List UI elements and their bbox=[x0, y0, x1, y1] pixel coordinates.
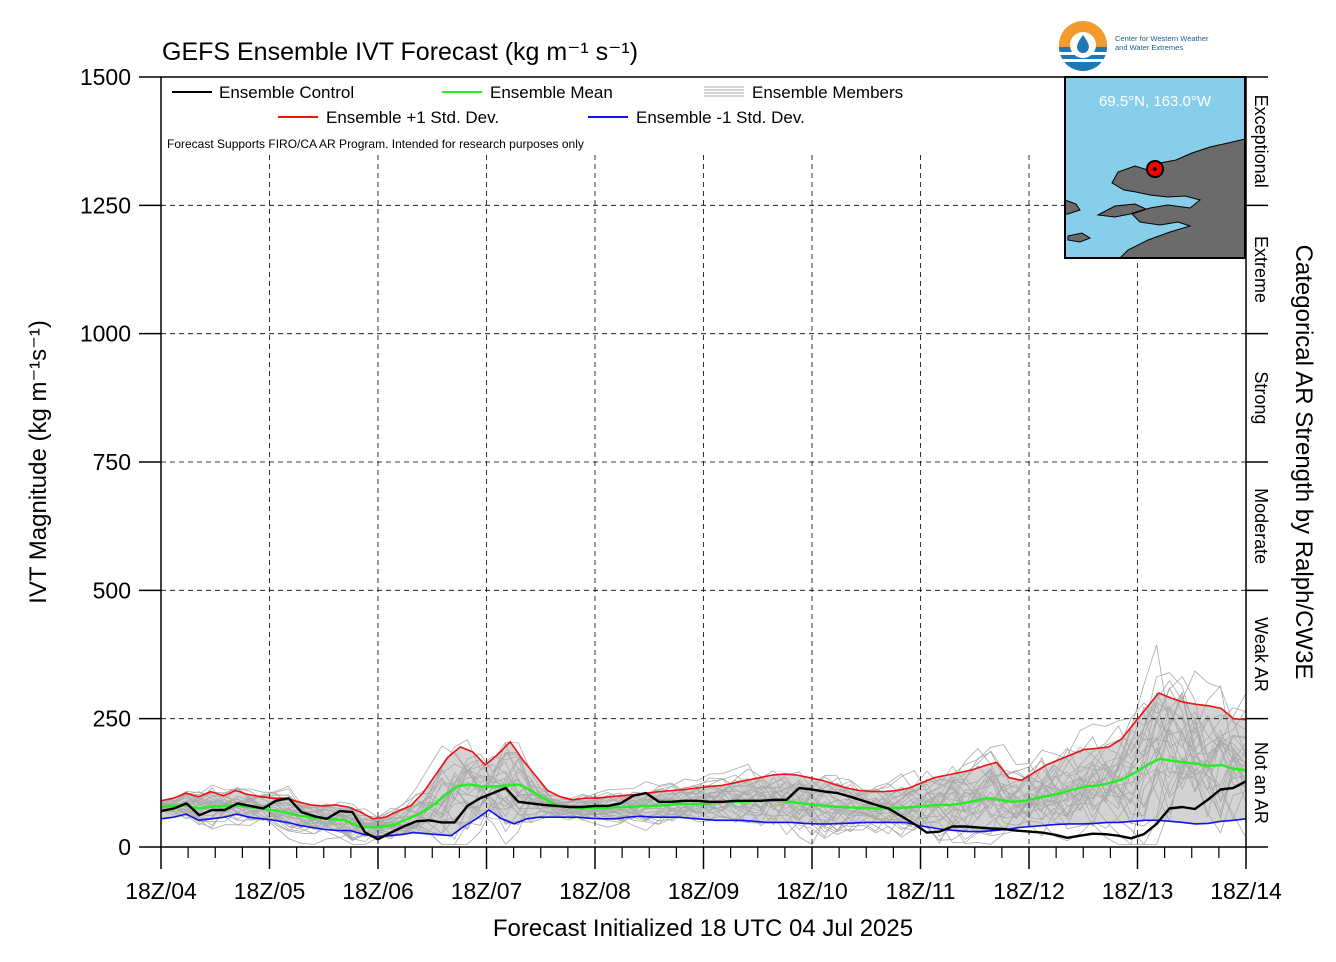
minus-std-line bbox=[160, 809, 1247, 838]
y-tick-label: 500 bbox=[93, 577, 131, 603]
y-axis-label: IVT Magnitude (kg m⁻¹s⁻¹) bbox=[25, 320, 52, 604]
category-label: Moderate bbox=[1251, 488, 1271, 564]
right-axis-label: Categorical AR Strength by Ralph/CW3E bbox=[1290, 245, 1317, 680]
category-label: Extreme bbox=[1251, 236, 1271, 303]
ensemble-member-line bbox=[160, 750, 1247, 834]
y-tick-label: 1250 bbox=[80, 192, 131, 218]
category-label: Weak AR bbox=[1251, 617, 1271, 692]
map-land-main bbox=[1111, 138, 1246, 259]
category-label: Strong bbox=[1251, 371, 1271, 424]
legend-members-label: Ensemble Members bbox=[752, 83, 903, 102]
chart-title: GEFS Ensemble IVT Forecast (kg m⁻¹ s⁻¹) bbox=[162, 38, 638, 66]
y-tick-label: 1500 bbox=[80, 64, 131, 90]
x-tick-label: 18Z/12 bbox=[993, 878, 1065, 904]
legend-plus-std-label: Ensemble +1 Std. Dev. bbox=[326, 108, 499, 127]
legend: Ensemble Control Ensemble Mean Ensemble … bbox=[172, 83, 903, 127]
x-axis-label: Forecast Initialized 18 UTC 04 Jul 2025 bbox=[493, 915, 913, 942]
x-tick-label: 18Z/04 bbox=[125, 878, 197, 904]
y-tick-label: 0 bbox=[118, 834, 131, 860]
x-tick-label: 18Z/09 bbox=[668, 878, 740, 904]
ensemble-mean-line bbox=[160, 757, 1247, 829]
cw3e-logo: Center for Western Weather and Water Ext… bbox=[1059, 21, 1209, 71]
ensemble-member-line bbox=[160, 706, 1247, 845]
legend-mean-label: Ensemble Mean bbox=[490, 83, 613, 102]
y-tick-label: 1000 bbox=[80, 321, 131, 347]
x-tick-label: 18Z/06 bbox=[342, 878, 414, 904]
x-tick-label: 18Z/08 bbox=[559, 878, 631, 904]
y-tick-label: 250 bbox=[93, 706, 131, 732]
logo-text-line2: and Water Extremes bbox=[1115, 43, 1183, 52]
water-drop-icon bbox=[1077, 35, 1089, 53]
map-land-peninsula bbox=[1096, 203, 1148, 218]
grid-lines bbox=[161, 155, 1246, 847]
map-location-label: 69.5°N, 163.0°W bbox=[1099, 93, 1212, 110]
legend-control-label: Ensemble Control bbox=[219, 83, 354, 102]
category-label: Not an AR bbox=[1251, 742, 1271, 824]
disclaimer-text: Forecast Supports FIRO/CA AR Program. In… bbox=[167, 137, 584, 151]
series-layer bbox=[160, 692, 1247, 841]
legend-members-swatch bbox=[704, 86, 744, 97]
x-tick-label: 18Z/11 bbox=[886, 878, 956, 904]
y-tick-label: 750 bbox=[93, 449, 131, 475]
x-tick-label: 18Z/13 bbox=[1102, 878, 1174, 904]
x-tick-label: 18Z/14 bbox=[1210, 878, 1282, 904]
x-tick-label: 18Z/07 bbox=[451, 878, 523, 904]
map-frame bbox=[1064, 76, 1246, 259]
x-tick-label: 18Z/05 bbox=[234, 878, 306, 904]
ensemble-control-line bbox=[160, 780, 1247, 841]
axes: 0 250 500 750 1000 1250 1500 18Z/04 18Z/05 18Z/06… bbox=[80, 64, 1282, 904]
inset-map: 69.5°N, 163.0°W bbox=[1064, 76, 1246, 259]
legend-minus-std-label: Ensemble -1 Std. Dev. bbox=[636, 108, 805, 127]
ensemble-member-line bbox=[160, 705, 1247, 835]
plus-std-line bbox=[160, 692, 1247, 820]
x-tick-label: 18Z/10 bbox=[776, 878, 848, 904]
category-label: Exceptional bbox=[1251, 95, 1271, 188]
map-land-southwest bbox=[1067, 232, 1092, 243]
logo-text-line1: Center for Western Weather bbox=[1115, 34, 1209, 43]
